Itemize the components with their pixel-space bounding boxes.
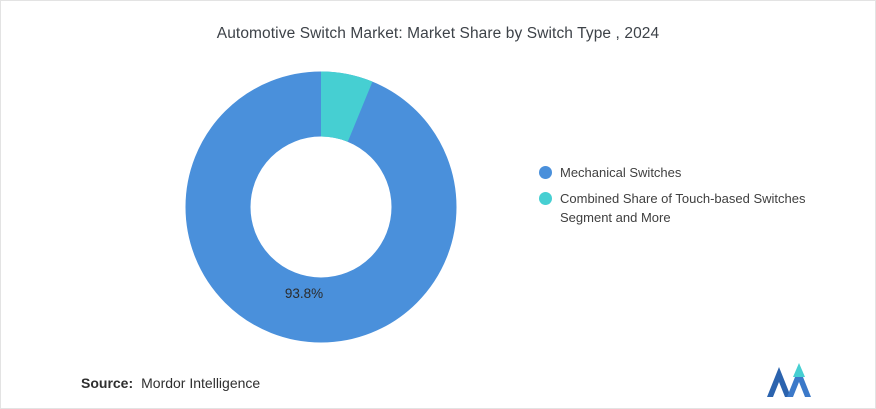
chart-legend: Mechanical Switches Combined Share of To…: [539, 163, 839, 227]
chart-title: Automotive Switch Market: Market Share b…: [216, 25, 660, 42]
donut-chart-svg: 93.8%: [185, 71, 457, 343]
source-line: Source: Mordor Intelligence: [81, 375, 260, 391]
donut-chart: 93.8%: [185, 71, 457, 343]
legend-item-mechanical: Mechanical Switches: [539, 163, 839, 182]
legend-label: Mechanical Switches: [560, 165, 682, 180]
donut-data-label: 93.8%: [285, 286, 323, 301]
mordor-intelligence-logo: [767, 363, 811, 397]
legend-swatch: [539, 192, 552, 205]
logo-shape-left: [767, 367, 791, 397]
logo-shape-teal: [793, 363, 805, 377]
logo-shape-right: [787, 367, 811, 397]
legend-label: Combined Share of Touch-based Switches S…: [560, 191, 806, 225]
legend-swatch: [539, 166, 552, 179]
donut-segment-touch: [185, 71, 457, 343]
source-value: Mordor Intelligence: [141, 375, 261, 391]
source-label: Source:: [81, 375, 134, 391]
legend-item-touch: Combined Share of Touch-based Switches S…: [539, 189, 839, 227]
